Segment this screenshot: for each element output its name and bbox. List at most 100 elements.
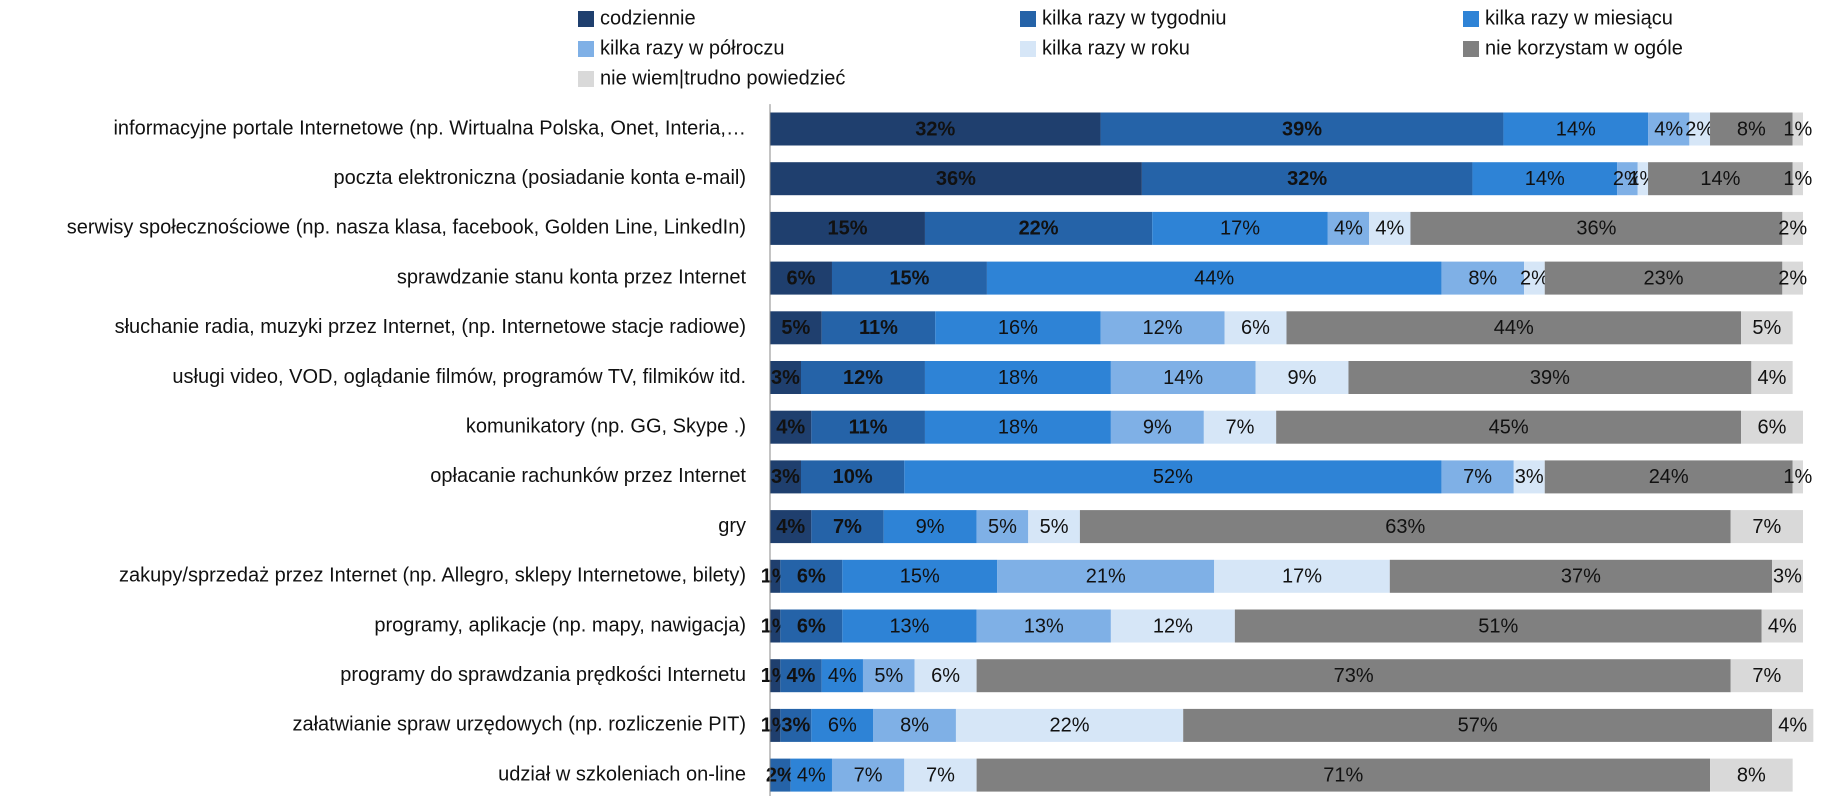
- bar-segment: [976, 510, 1029, 544]
- bar-segment: [1110, 361, 1256, 394]
- bar-segment: [770, 659, 781, 693]
- data-label: 14%: [1700, 168, 1740, 190]
- data-label: 23%: [1644, 267, 1684, 289]
- bar-segment: [1730, 510, 1803, 544]
- bar-segment: [924, 211, 1153, 245]
- legend-label: kilka razy w miesiącu: [1485, 7, 1673, 29]
- legend-swatch: [578, 11, 594, 27]
- bar-segment: [842, 559, 998, 593]
- category-label: słuchanie radia, muzyki przez Internet, …: [115, 316, 746, 338]
- data-label: 4%: [1334, 218, 1363, 240]
- bar-segment: [831, 758, 905, 792]
- bar-segment: [1513, 460, 1545, 494]
- data-label: 5%: [988, 516, 1017, 538]
- bar-segment: [770, 609, 781, 643]
- legend-label: kilka razy w roku: [1042, 37, 1190, 59]
- category-label: usługi video, VOD, oglądanie filmów, pro…: [172, 366, 746, 388]
- data-label: 39%: [1530, 367, 1570, 389]
- data-label: 4%: [1375, 218, 1404, 240]
- data-label: 9%: [916, 516, 945, 538]
- bar-segment: [1710, 112, 1793, 146]
- bar-segment: [1772, 559, 1803, 593]
- bar-segment: [800, 460, 905, 494]
- bar-segment: [770, 708, 781, 742]
- legend-swatch: [1463, 41, 1479, 57]
- bar-segment: [1648, 112, 1690, 146]
- bar-segment: [904, 758, 977, 792]
- bar-segment: [1110, 609, 1235, 643]
- data-label: 5%: [1040, 516, 1069, 538]
- bar-segment: [986, 261, 1442, 295]
- category-label: opłacanie rachunków przez Internet: [430, 465, 746, 487]
- bar-segment: [780, 559, 843, 593]
- data-label: 45%: [1489, 416, 1529, 438]
- data-label: 17%: [1282, 566, 1322, 588]
- data-label: 5%: [781, 317, 810, 339]
- bar-segment: [883, 510, 977, 544]
- bar-segment: [770, 410, 812, 444]
- legend-label: nie korzystam w ogóle: [1485, 37, 1683, 59]
- category-label: komunikatory (np. GG, Skype .): [466, 415, 746, 437]
- data-label: 14%: [1163, 367, 1203, 389]
- bar-segment: [1792, 112, 1803, 146]
- data-label: 4%: [828, 665, 857, 687]
- data-label: 7%: [1752, 665, 1781, 687]
- category-label: poczta elektroniczna (posiadanie konta e…: [334, 167, 746, 189]
- category-label: programy do sprawdzania prędkości Intern…: [340, 664, 746, 686]
- data-label: 12%: [843, 367, 883, 389]
- bar-segment: [976, 659, 1731, 693]
- bar-segment: [935, 311, 1101, 345]
- data-label: 52%: [1153, 466, 1193, 488]
- bar-segment: [1689, 112, 1711, 146]
- bar-segment: [1203, 410, 1277, 444]
- bar-segment: [1472, 162, 1618, 196]
- bar-segment: [770, 112, 1101, 146]
- bar-segment: [770, 162, 1142, 196]
- data-label: 15%: [900, 566, 940, 588]
- bar-segment: [1079, 510, 1731, 544]
- data-label: 8%: [1737, 764, 1766, 786]
- data-label: 7%: [1752, 516, 1781, 538]
- data-label: 2%: [1613, 168, 1642, 190]
- legend-swatch: [578, 71, 594, 87]
- data-label: 6%: [797, 615, 826, 637]
- data-label: 4%: [797, 764, 826, 786]
- bar-segment: [780, 609, 843, 643]
- category-label: udział w szkoleniach on-line: [498, 763, 746, 785]
- data-label: 32%: [1287, 168, 1327, 190]
- bar-segment: [821, 659, 863, 693]
- category-label: programy, aplikacje (np. mapy, nawigacja…: [374, 614, 746, 636]
- data-label: 22%: [1050, 715, 1090, 737]
- data-label: 11%: [849, 416, 888, 438]
- legend-label: kilka razy w półroczu: [600, 37, 785, 59]
- data-label: 14%: [1525, 168, 1565, 190]
- data-label: 7%: [1226, 416, 1255, 438]
- data-label: 9%: [1143, 416, 1172, 438]
- data-label: 8%: [1737, 118, 1766, 140]
- data-label: 39%: [1282, 118, 1322, 140]
- data-label: 15%: [827, 218, 867, 240]
- legend-label: codziennie: [600, 7, 696, 29]
- data-label: 6%: [1758, 416, 1787, 438]
- data-label: 12%: [1143, 317, 1183, 339]
- bar-segment: [1544, 460, 1793, 494]
- category-label: sprawdzanie stanu konta przez Internet: [397, 266, 747, 288]
- bar-segment: [1276, 410, 1742, 444]
- data-label: 71%: [1323, 764, 1363, 786]
- bar-segment: [1183, 708, 1773, 742]
- bar-segment: [1441, 261, 1525, 295]
- bar-segment: [1741, 311, 1793, 345]
- bar-segment: [1761, 609, 1803, 643]
- data-label: 4%: [1758, 367, 1787, 389]
- data-label: 4%: [776, 416, 805, 438]
- data-label: 73%: [1334, 665, 1374, 687]
- legend-swatch: [578, 41, 594, 57]
- bar-segment: [770, 361, 801, 394]
- data-label: 4%: [1768, 615, 1797, 637]
- bar-segment: [1327, 211, 1370, 245]
- data-label: 6%: [787, 267, 816, 289]
- bar-segment: [770, 510, 812, 544]
- data-label: 8%: [1468, 267, 1497, 289]
- bar-segment: [842, 609, 977, 643]
